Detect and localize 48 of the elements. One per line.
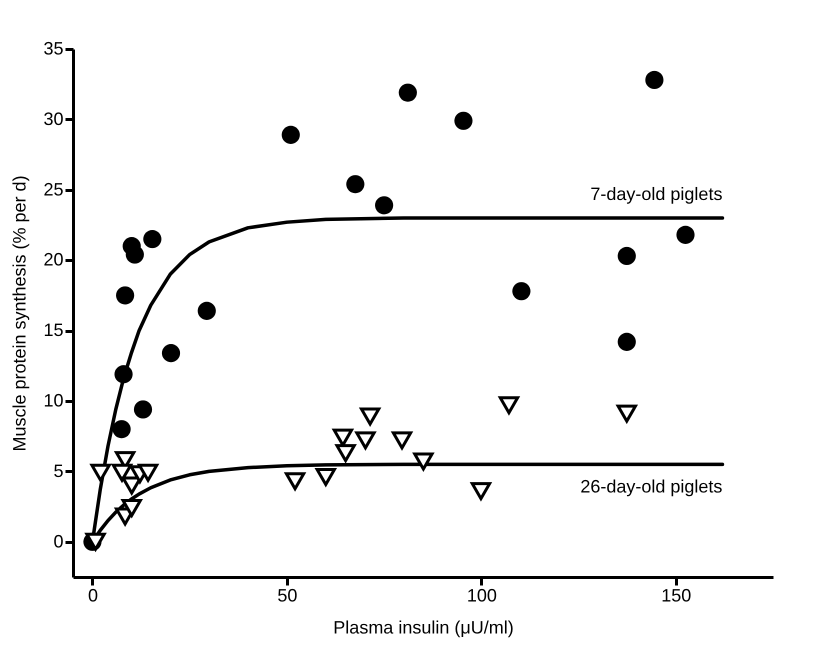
point — [112, 420, 131, 438]
x-tick-label: 0 — [88, 586, 98, 606]
point — [676, 226, 695, 244]
y-tick-label: 15 — [43, 320, 64, 340]
x-tick-label: 100 — [466, 586, 497, 606]
point — [116, 286, 134, 304]
point — [454, 112, 473, 130]
point — [85, 532, 106, 551]
point — [616, 404, 637, 423]
point — [112, 464, 132, 482]
x-tick-label: 50 — [277, 586, 298, 606]
point — [90, 464, 111, 482]
point — [122, 499, 142, 518]
point — [198, 302, 216, 320]
point — [498, 396, 520, 414]
point — [375, 196, 394, 214]
point — [413, 452, 434, 471]
point — [618, 332, 636, 351]
point — [645, 70, 664, 90]
point — [284, 472, 306, 490]
point — [398, 84, 417, 102]
y-tick-label: 25 — [43, 179, 64, 200]
point — [134, 400, 152, 419]
x-axis-title: Plasma insulin (μU/ml) — [333, 618, 514, 638]
y-tick-label: 35 — [43, 38, 64, 58]
series-label: 26-day-old piglets — [580, 476, 722, 496]
y-tick-label: 20 — [43, 250, 64, 270]
point — [355, 431, 376, 450]
point — [335, 444, 356, 462]
y-tick-label: 5 — [53, 460, 64, 481]
point — [138, 464, 158, 482]
point — [470, 482, 492, 500]
point — [162, 344, 180, 362]
series-label: 7-day-old piglets — [590, 184, 722, 204]
point — [143, 230, 162, 248]
point — [346, 175, 364, 194]
point — [282, 126, 300, 144]
point — [316, 468, 336, 486]
y-axis-title: Muscle protein synthesis (% per d) — [9, 175, 30, 452]
y-tick-label: 30 — [43, 108, 64, 129]
x-tick-label: 150 — [661, 586, 692, 606]
y-tick-label: 10 — [43, 390, 64, 410]
point — [392, 431, 412, 450]
point — [512, 282, 530, 300]
point — [360, 407, 380, 426]
point — [126, 246, 144, 264]
y-tick-label: 0 — [53, 531, 64, 552]
point — [618, 246, 636, 266]
